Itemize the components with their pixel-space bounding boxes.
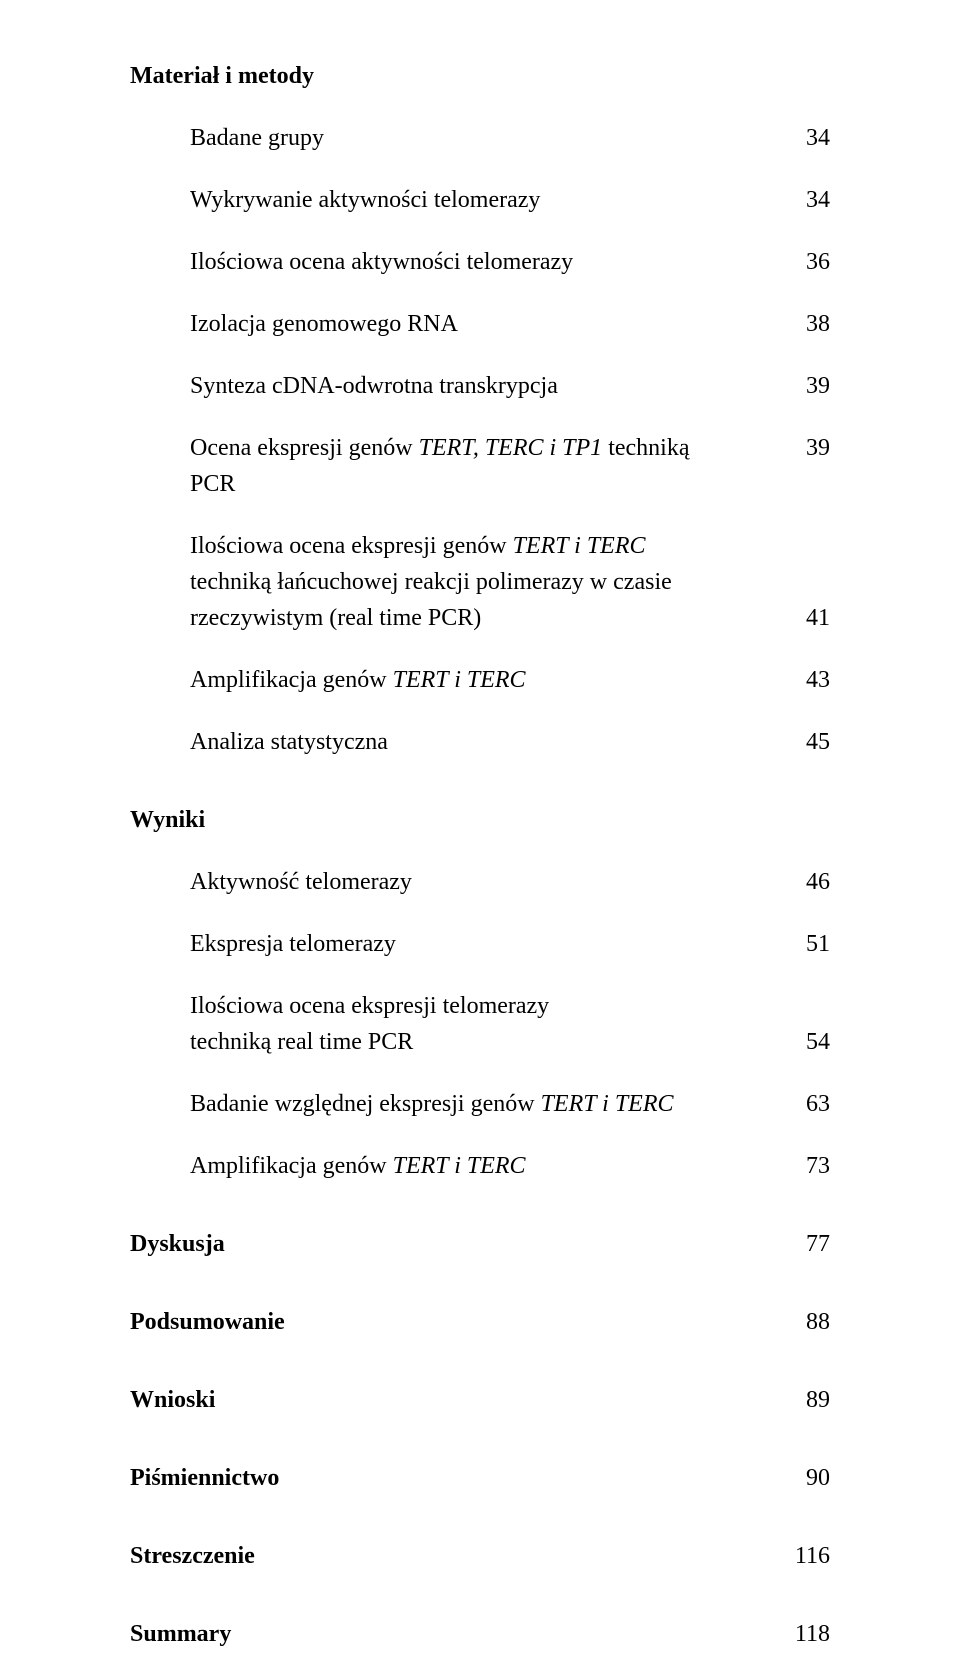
text-italic: TERT, TERC i TP1 bbox=[419, 435, 603, 461]
entry-page: 39 bbox=[780, 368, 830, 404]
entry-page: 73 bbox=[780, 1148, 830, 1184]
section-heading: Piśmiennictwo bbox=[130, 1460, 279, 1496]
line: Ilościowa ocena ekspresji telomerazy bbox=[190, 988, 740, 1024]
toc-entry: Badanie względnej ekspresji genów TERT i… bbox=[190, 1086, 830, 1122]
toc-entry: Ocena ekspresji genów TERT, TERC i TP1 t… bbox=[190, 430, 830, 502]
entry-label: Ilościowa ocena ekspresji genów TERT i T… bbox=[190, 528, 780, 636]
toc-entry: Amplifikacja genów TERT i TERC 73 bbox=[190, 1148, 830, 1184]
section-row-podsumowanie: Podsumowanie 88 bbox=[130, 1304, 830, 1340]
toc-entry: Izolacja genomowego RNA 38 bbox=[190, 306, 830, 342]
entry-label: Izolacja genomowego RNA bbox=[190, 306, 780, 342]
line: techniką łańcuchowej reakcji polimerazy … bbox=[190, 564, 740, 600]
section-row-streszczenie: Streszczenie 116 bbox=[130, 1538, 830, 1574]
toc-entry: Wykrywanie aktywności telomerazy 34 bbox=[190, 182, 830, 218]
toc-entry: Ilościowa ocena ekspresji telomerazy tec… bbox=[190, 988, 830, 1060]
entry-page: 118 bbox=[780, 1616, 830, 1652]
entry-page: 77 bbox=[780, 1226, 830, 1262]
entry-page: 90 bbox=[780, 1460, 830, 1496]
entry-page: 34 bbox=[780, 182, 830, 218]
toc-entry: Ekspresja telomerazy 51 bbox=[190, 926, 830, 962]
entry-page: 54 bbox=[780, 1024, 830, 1060]
entry-page: 88 bbox=[780, 1304, 830, 1340]
entry-label: Aktywność telomerazy bbox=[190, 864, 780, 900]
text: Amplifikacja genów bbox=[190, 667, 393, 693]
line: techniką real time PCR bbox=[190, 1024, 740, 1060]
entry-label: Synteza cDNA-odwrotna transkrypcja bbox=[190, 368, 780, 404]
entry-label: Ekspresja telomerazy bbox=[190, 926, 780, 962]
toc-entry: Amplifikacja genów TERT i TERC 43 bbox=[190, 662, 830, 698]
entry-label: Amplifikacja genów TERT i TERC bbox=[190, 1148, 780, 1184]
section-heading: Streszczenie bbox=[130, 1538, 255, 1574]
entry-label: Badane grupy bbox=[190, 120, 780, 156]
toc-entry: Analiza statystyczna 45 bbox=[190, 724, 830, 760]
toc-entry: Badane grupy 34 bbox=[190, 120, 830, 156]
text: Ocena ekspresji genów bbox=[190, 435, 419, 461]
entry-label: Ocena ekspresji genów TERT, TERC i TP1 t… bbox=[190, 430, 780, 502]
section-row-pismiennictwo: Piśmiennictwo 90 bbox=[130, 1460, 830, 1496]
text-italic: TERT i TERC bbox=[541, 1091, 674, 1117]
text-italic: TERT i TERC bbox=[513, 533, 646, 559]
entry-page: 38 bbox=[780, 306, 830, 342]
entry-label: Ilościowa ocena ekspresji telomerazy tec… bbox=[190, 988, 780, 1060]
section-row-dyskusja: Dyskusja 77 bbox=[130, 1226, 830, 1262]
toc-entry: Ilościowa ocena ekspresji genów TERT i T… bbox=[190, 528, 830, 636]
entry-page: 41 bbox=[780, 600, 830, 636]
toc-entry: Aktywność telomerazy 46 bbox=[190, 864, 830, 900]
text: Ilościowa ocena ekspresji genów bbox=[190, 533, 513, 559]
entry-label: Amplifikacja genów TERT i TERC bbox=[190, 662, 780, 698]
entry-label: Wykrywanie aktywności telomerazy bbox=[190, 182, 780, 218]
section-heading: Wnioski bbox=[130, 1382, 215, 1418]
text: Badanie względnej ekspresji genów bbox=[190, 1091, 541, 1117]
toc-entry: Synteza cDNA-odwrotna transkrypcja 39 bbox=[190, 368, 830, 404]
entry-label: Analiza statystyczna bbox=[190, 724, 780, 760]
entry-page: 45 bbox=[780, 724, 830, 760]
entry-page: 116 bbox=[780, 1538, 830, 1574]
line: Ilościowa ocena ekspresji genów TERT i T… bbox=[190, 528, 740, 564]
text-italic: TERT i TERC bbox=[393, 667, 526, 693]
line: rzeczywistym (real time PCR) bbox=[190, 600, 740, 636]
entry-page: 63 bbox=[780, 1086, 830, 1122]
toc-entry: Ilościowa ocena aktywności telomerazy 36 bbox=[190, 244, 830, 280]
entry-page: 39 bbox=[780, 430, 830, 466]
entry-label: Badanie względnej ekspresji genów TERT i… bbox=[190, 1086, 780, 1122]
entry-page: 43 bbox=[780, 662, 830, 698]
entry-page: 34 bbox=[780, 120, 830, 156]
entry-page: 89 bbox=[780, 1382, 830, 1418]
section-heading-material: Materiał i metody bbox=[130, 58, 830, 94]
text: Amplifikacja genów bbox=[190, 1153, 393, 1179]
entry-page: 46 bbox=[780, 864, 830, 900]
section-row-wnioski: Wnioski 89 bbox=[130, 1382, 830, 1418]
section-heading: Podsumowanie bbox=[130, 1304, 285, 1340]
entry-label: Ilościowa ocena aktywności telomerazy bbox=[190, 244, 780, 280]
entry-page: 36 bbox=[780, 244, 830, 280]
entry-page: 51 bbox=[780, 926, 830, 962]
section-heading: Summary bbox=[130, 1616, 231, 1652]
text-italic: TERT i TERC bbox=[393, 1153, 526, 1179]
section-heading: Dyskusja bbox=[130, 1226, 225, 1262]
section-heading-wyniki: Wyniki bbox=[130, 802, 830, 838]
section-row-summary: Summary 118 bbox=[130, 1616, 830, 1652]
